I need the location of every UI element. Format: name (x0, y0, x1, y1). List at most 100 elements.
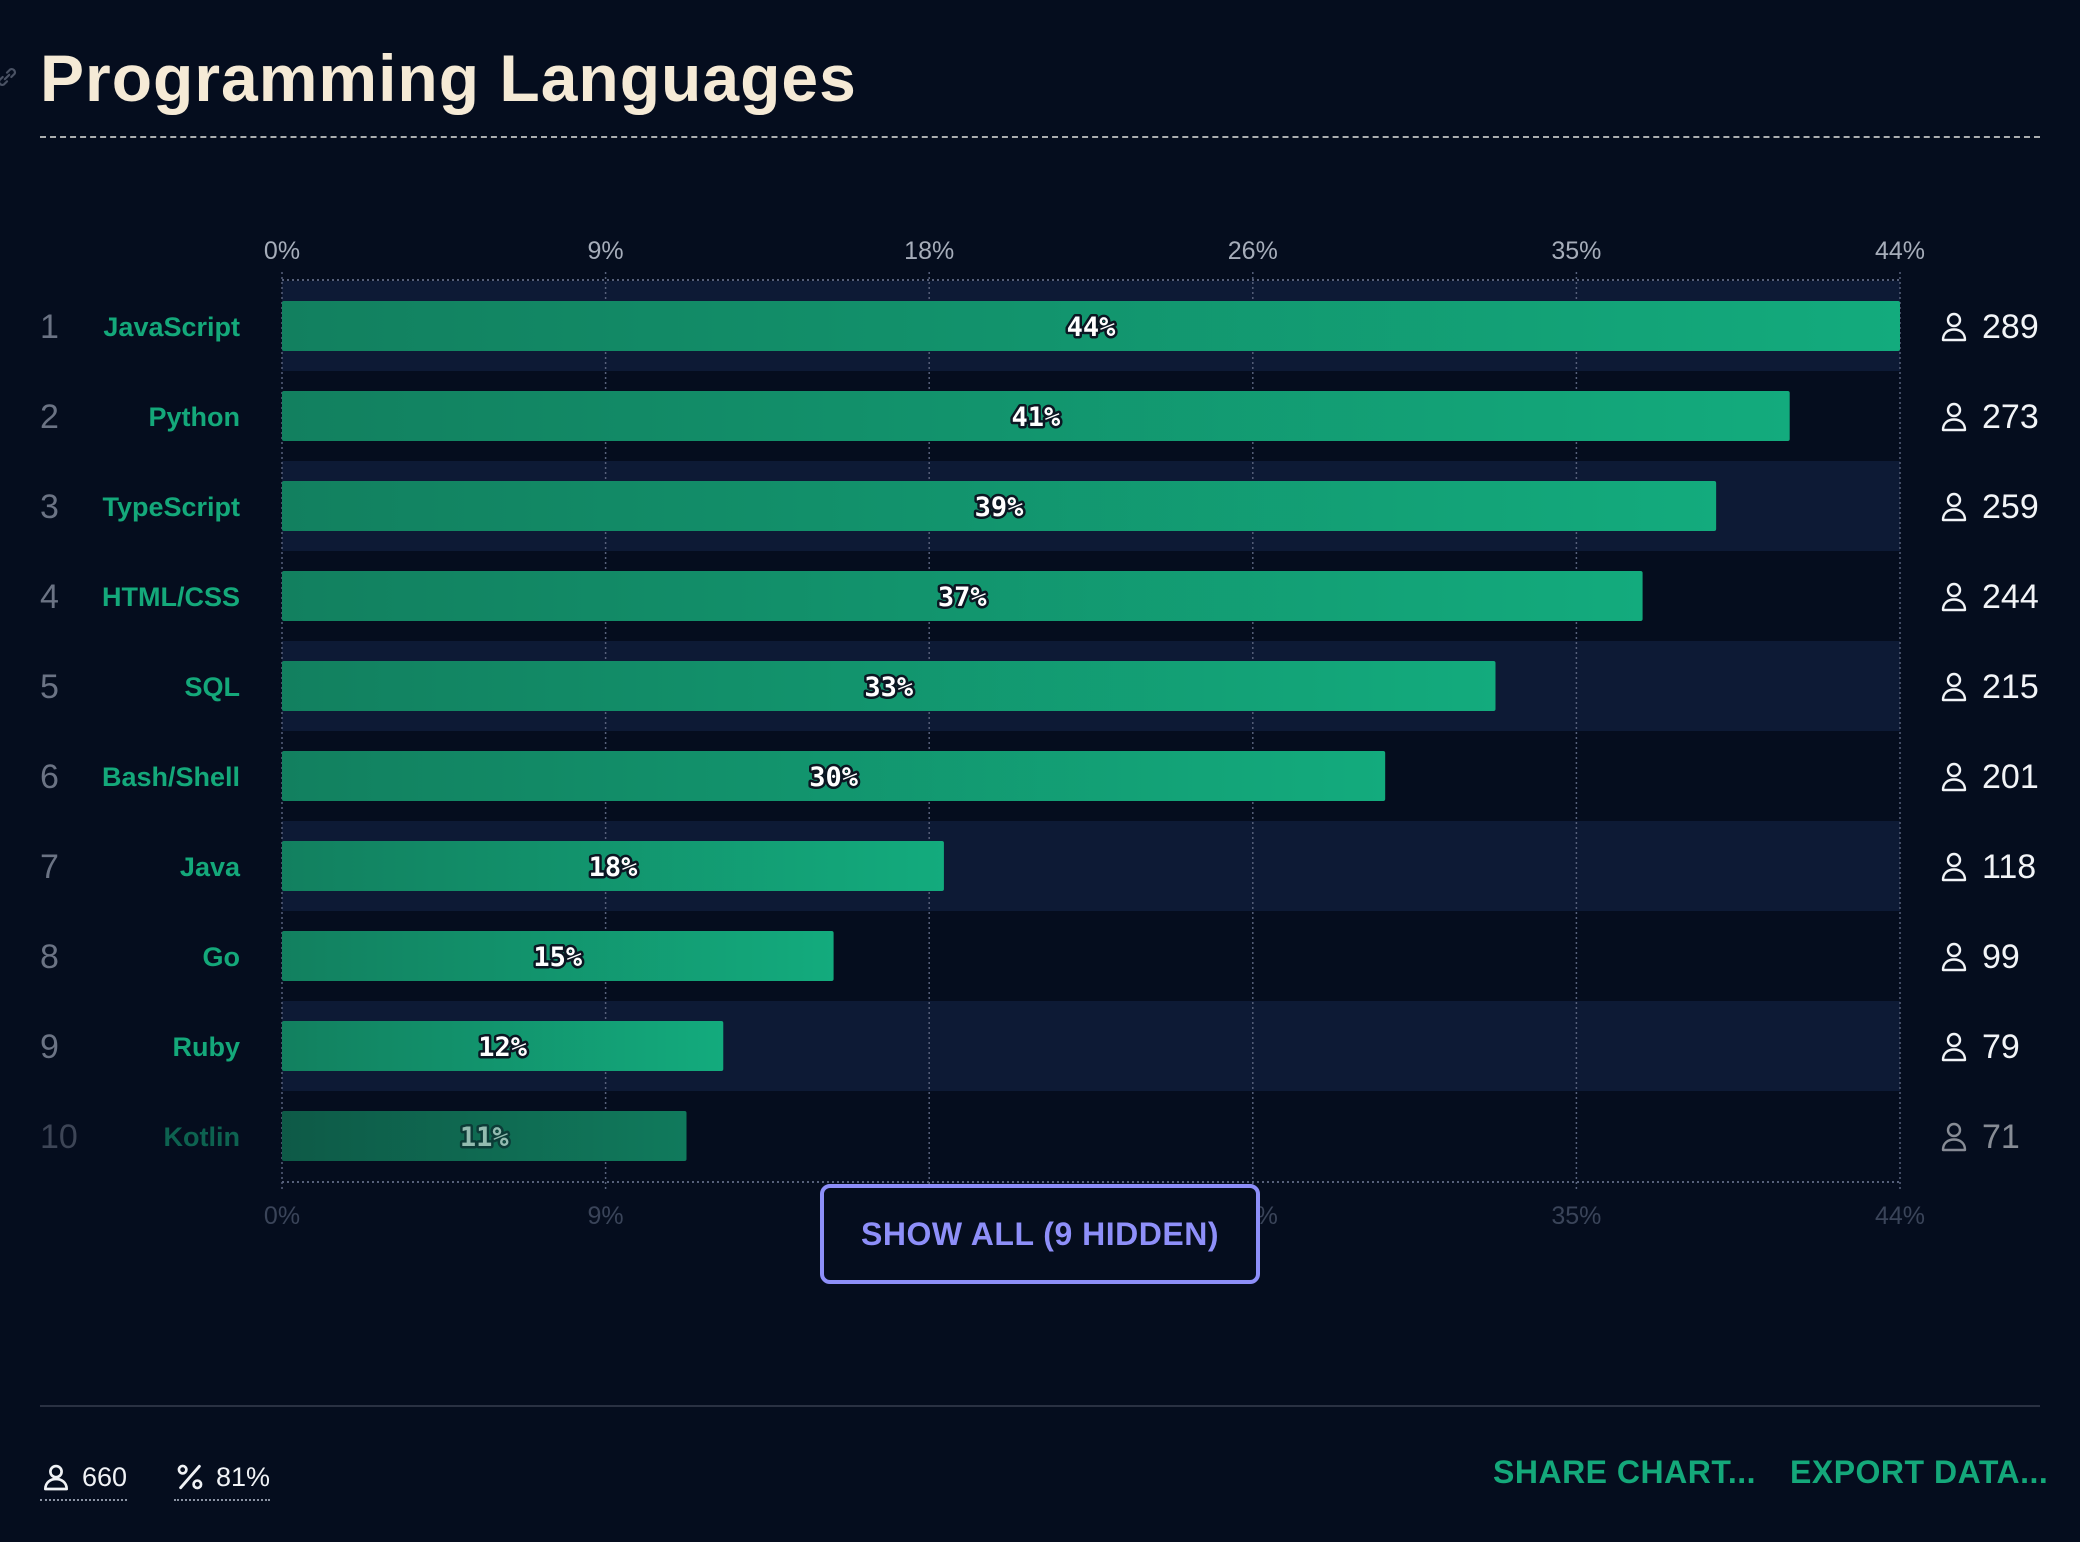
rank-label: 7 (40, 848, 59, 886)
count-label: 289 (1982, 308, 2039, 346)
bar-value-label: 41% (1011, 402, 1061, 433)
x-tick-label-top: 0% (264, 237, 300, 265)
person-icon-head (1946, 852, 1962, 868)
count-label: 244 (1982, 578, 2039, 616)
bar (282, 751, 1386, 801)
category-label: HTML/CSS (102, 582, 240, 612)
bar (282, 301, 1900, 351)
count-label: 99 (1982, 938, 2020, 976)
x-tick-label-top: 44% (1875, 237, 1925, 265)
percentage-stat[interactable]: 81% (174, 1455, 271, 1501)
bar (282, 931, 834, 981)
person-icon (44, 1464, 68, 1491)
person-icon-body (1941, 688, 1967, 702)
category-label: TypeScript (102, 492, 240, 522)
person-icon-head (1946, 762, 1962, 778)
bar (282, 1021, 724, 1071)
bar-value-label: 30% (809, 762, 859, 793)
category-label: SQL (184, 672, 240, 702)
person-icon-head (1946, 1122, 1962, 1138)
count-label: 215 (1982, 668, 2039, 706)
title-divider (40, 136, 2040, 138)
x-tick-label-top: 35% (1551, 237, 1601, 265)
category-label: Kotlin (164, 1122, 240, 1152)
rank-label: 4 (40, 578, 59, 616)
bar-value-label: 12% (478, 1032, 528, 1063)
person-icon-body (1941, 778, 1967, 792)
person-icon-head (1946, 1032, 1962, 1048)
bar-value-label: 37% (938, 582, 988, 613)
person-icon (1941, 402, 1967, 432)
bar (282, 391, 1790, 441)
bar-value-label: 11% (460, 1122, 510, 1153)
person-icon (1941, 852, 1967, 882)
person-icon (1941, 492, 1967, 522)
person-icon-body (1941, 958, 1967, 972)
rank-label: 9 (40, 1028, 59, 1066)
footer-divider (40, 1405, 2040, 1407)
bar-labels: 1 JavaScript 44% 289 2 Python 41% 273 3 TypeScrip… (40, 308, 2039, 1156)
count-label: 71 (1982, 1118, 2020, 1156)
bar-value-label: 15% (533, 942, 583, 973)
show-all-button[interactable]: SHOW ALL (9 HIDDEN) (820, 1184, 1260, 1284)
percentage-value: 81% (216, 1461, 271, 1492)
rank-label: 6 (40, 758, 59, 796)
person-icon-body (1941, 598, 1967, 612)
x-tick-label-bottom: 44% (1875, 1202, 1925, 1230)
count-label: 79 (1982, 1028, 2020, 1066)
category-label: Bash/Shell (102, 762, 240, 792)
person-icon (1941, 582, 1967, 612)
x-tick-label-bottom: 9% (588, 1202, 624, 1230)
person-icon (1941, 1032, 1967, 1062)
person-icon (1941, 672, 1967, 702)
person-icon-head (1946, 672, 1962, 688)
person-icon-body (1941, 328, 1967, 342)
category-label: Python (149, 402, 241, 432)
count-label: 201 (1982, 758, 2039, 796)
person-icon-head (1946, 582, 1962, 598)
rank-label: 8 (40, 938, 59, 976)
bar (282, 571, 1643, 621)
category-label: Ruby (173, 1032, 241, 1062)
person-icon-head (1946, 942, 1962, 958)
bar-value-label: 18% (589, 852, 639, 883)
rank-label: 5 (40, 668, 59, 706)
percent-icon (177, 1464, 203, 1490)
export-data-link[interactable]: EXPORT DATA... (1790, 1454, 2049, 1490)
person-icon-head (1946, 312, 1962, 328)
category-label: Java (180, 852, 241, 882)
rank-label: 10 (40, 1118, 78, 1156)
category-label: JavaScript (103, 312, 240, 342)
share-chart-link[interactable]: SHARE CHART... (1493, 1454, 1757, 1490)
person-icon (1941, 762, 1967, 792)
respondents-stat[interactable]: 660 (40, 1455, 128, 1501)
x-tick-label-bottom: 0% (264, 1202, 300, 1230)
count-label: 118 (1982, 848, 2036, 886)
bars (282, 301, 1900, 1161)
person-icon-head (1946, 402, 1962, 418)
respondents-value: 660 (82, 1461, 128, 1492)
person-icon-body (1941, 868, 1967, 882)
rank-label: 2 (40, 398, 59, 436)
person-icon-body (1941, 508, 1967, 522)
count-label: 273 (1982, 398, 2039, 436)
bar (282, 1111, 687, 1161)
bar (282, 481, 1717, 531)
link-icon[interactable] (0, 64, 20, 90)
category-label: Go (203, 942, 241, 972)
person-icon-head (1946, 492, 1962, 508)
bar (282, 841, 944, 891)
person-icon (1941, 942, 1967, 972)
person-icon-body (1941, 418, 1967, 432)
x-tick-label-top: 9% (588, 237, 624, 265)
x-tick-label-bottom: 35% (1551, 1202, 1601, 1230)
bar-chart: 1 JavaScript 44% 289 2 Python 41% 273 3 TypeScrip… (40, 237, 2039, 1230)
person-icon (1941, 312, 1967, 342)
rank-label: 3 (40, 488, 59, 526)
person-icon-body (1941, 1048, 1967, 1062)
rank-label: 1 (40, 308, 59, 346)
person-icon (1941, 1122, 1967, 1152)
bar-value-label: 39% (975, 492, 1025, 523)
x-tick-label-top: 18% (904, 237, 954, 265)
x-tick-label-top: 26% (1228, 237, 1278, 265)
